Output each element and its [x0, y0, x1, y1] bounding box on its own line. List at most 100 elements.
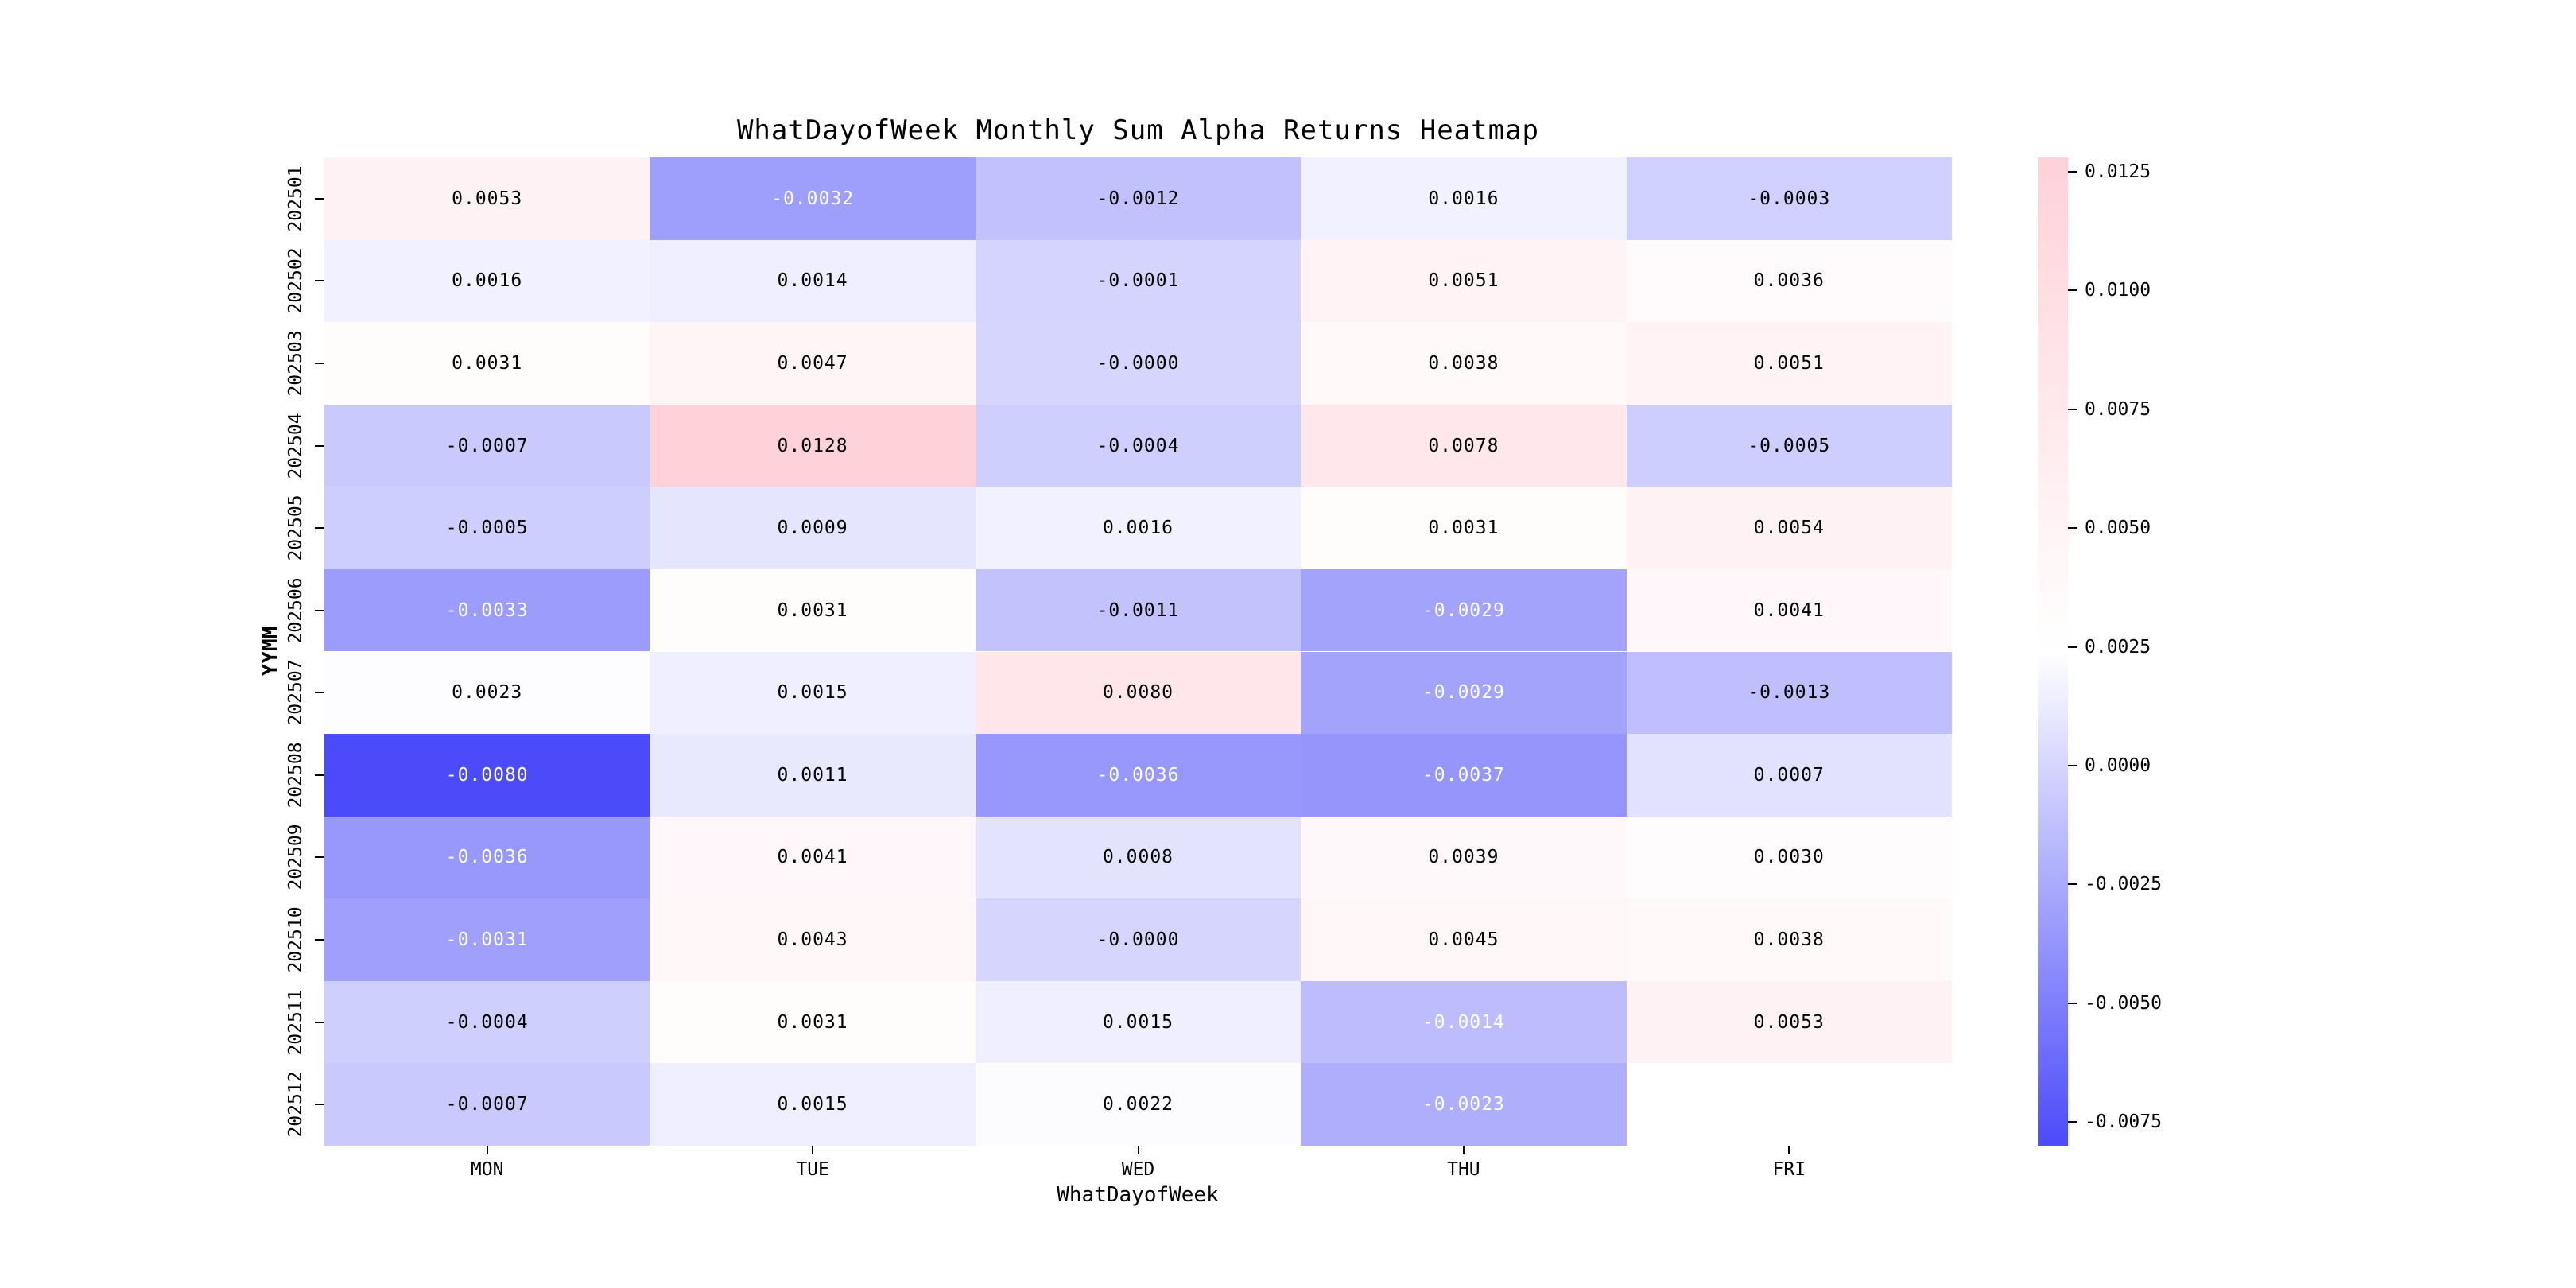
heatmap-cell: -0.0033 — [324, 568, 650, 652]
heatmap-cell: 0.0015 — [975, 980, 1302, 1064]
y-tick-mark — [315, 1104, 324, 1106]
heatmap-cell: -0.0037 — [1301, 734, 1627, 817]
cell-value: 0.0053 — [1753, 1011, 1825, 1033]
cell-value: 0.0080 — [1102, 682, 1174, 704]
heatmap-cell: 0.0038 — [1301, 322, 1627, 405]
colorbar-tick-label: 0.0100 — [2085, 280, 2151, 301]
heatmap-cell: 0.0053 — [324, 157, 650, 240]
y-tick-label: 202509 — [285, 824, 306, 890]
colorbar-tick-mark — [2068, 408, 2077, 410]
heatmap-cell: -0.0005 — [324, 487, 650, 569]
x-tick-label: THU — [1447, 1159, 1480, 1180]
cell-value: 0.0038 — [1428, 352, 1499, 374]
heatmap-cell: 0.0053 — [1626, 980, 1952, 1064]
cell-value: 0.0016 — [1428, 188, 1499, 209]
cell-value: 0.0078 — [1428, 435, 1499, 456]
heatmap-cell: -0.0031 — [324, 898, 650, 981]
heatmap-cell: 0.0047 — [650, 322, 976, 405]
heatmap-cell: 0.0031 — [650, 568, 976, 652]
heatmap-cell — [1626, 1063, 1952, 1146]
cell-value: 0.0030 — [1753, 847, 1825, 868]
heatmap-cell: 0.0023 — [324, 651, 650, 735]
y-tick-label: 202505 — [285, 495, 306, 561]
heatmap-cell: -0.0004 — [324, 980, 650, 1064]
cell-value: 0.0128 — [777, 435, 848, 456]
colorbar-tick-mark — [2068, 883, 2077, 886]
x-tick-mark — [1462, 1146, 1465, 1154]
heatmap-cell: -0.0014 — [1301, 980, 1627, 1064]
cell-value: -0.0000 — [1096, 929, 1180, 951]
heatmap-cell: -0.0011 — [975, 568, 1302, 652]
heatmap-cell: 0.0031 — [1301, 487, 1627, 569]
heatmap-cell: 0.0128 — [650, 404, 976, 487]
colorbar-tick-mark — [2068, 170, 2077, 173]
heatmap-cell: 0.0008 — [975, 816, 1302, 899]
heatmap-cell: 0.0007 — [1626, 734, 1952, 817]
x-tick-mark — [812, 1146, 814, 1154]
y-axis-label: YYMM — [258, 626, 282, 677]
y-tick-label: 202504 — [285, 412, 306, 479]
heatmap-cell: 0.0031 — [650, 980, 976, 1064]
x-tick-mark — [1137, 1146, 1139, 1154]
cell-value: -0.0004 — [445, 1011, 529, 1033]
heatmap-cell: 0.0015 — [650, 651, 976, 735]
cell-value: 0.0031 — [1428, 518, 1499, 539]
cell-value: -0.0029 — [1422, 682, 1505, 704]
y-tick-mark — [315, 280, 324, 282]
x-tick-label: WED — [1121, 1159, 1155, 1180]
colorbar-tick-label: -0.0050 — [2085, 992, 2162, 1014]
cell-value: 0.0015 — [777, 1094, 848, 1115]
cell-value: -0.0037 — [1422, 764, 1505, 786]
cell-value: 0.0031 — [777, 599, 848, 621]
heatmap-cell: -0.0013 — [1626, 651, 1952, 735]
colorbar-tick-label: 0.0050 — [2085, 518, 2151, 539]
heatmap-cell: -0.0001 — [975, 239, 1302, 323]
y-tick-mark — [315, 197, 324, 200]
cell-value: -0.0033 — [445, 599, 529, 621]
y-tick-label: 202508 — [285, 742, 306, 809]
heatmap-cell: 0.0045 — [1301, 898, 1627, 981]
heatmap-cell: 0.0009 — [650, 487, 976, 569]
colorbar-tick-mark — [2068, 289, 2077, 292]
y-tick-mark — [315, 692, 324, 694]
cell-value: -0.0014 — [1422, 1011, 1505, 1033]
cell-value: 0.0031 — [452, 352, 523, 374]
heatmap-cell: 0.0022 — [975, 1063, 1302, 1146]
cell-value: -0.0001 — [1096, 270, 1180, 292]
colorbar-tick-mark — [2068, 1121, 2077, 1123]
heatmap-cell: 0.0036 — [1626, 239, 1952, 323]
cell-value: 0.0036 — [1753, 270, 1825, 292]
heatmap-cell: 0.0051 — [1301, 239, 1627, 323]
heatmap-cell: 0.0041 — [650, 816, 976, 899]
cell-value: 0.0041 — [777, 847, 848, 868]
heatmap-cell: -0.0036 — [975, 734, 1302, 817]
y-tick-mark — [315, 1021, 324, 1023]
y-tick-label: 202503 — [285, 330, 306, 397]
heatmap-cell: -0.0029 — [1301, 568, 1627, 652]
y-tick-label: 202512 — [285, 1071, 306, 1138]
y-tick-mark — [315, 444, 324, 447]
cell-value: -0.0036 — [445, 847, 529, 868]
cell-value: -0.0023 — [1422, 1094, 1505, 1115]
cell-value: -0.0000 — [1096, 352, 1180, 374]
x-tick-label: TUE — [796, 1159, 829, 1180]
colorbar-tick-label: 0.0000 — [2085, 755, 2151, 776]
y-tick-label: 202506 — [285, 577, 306, 644]
heatmap-cell: -0.0023 — [1301, 1063, 1627, 1146]
cell-value: 0.0015 — [777, 682, 848, 704]
cell-value: 0.0038 — [1753, 929, 1825, 951]
y-tick-label: 202502 — [285, 247, 306, 314]
cell-value: -0.0080 — [445, 764, 529, 786]
cell-value: 0.0047 — [777, 352, 848, 374]
cell-value: 0.0031 — [777, 1011, 848, 1033]
colorbar — [2038, 157, 2068, 1146]
cell-value: -0.0007 — [445, 435, 529, 456]
cell-value: -0.0011 — [1096, 599, 1180, 621]
heatmap-plot-area: 0.0053 -0.0032 -0.0012 0.0016 -0.0003 0.0016 0… — [324, 157, 1952, 1146]
heatmap-cell: 0.0054 — [1626, 487, 1952, 569]
colorbar-tick-mark — [2068, 646, 2077, 648]
heatmap-cell: 0.0078 — [1301, 404, 1627, 487]
cell-value: 0.0011 — [777, 764, 848, 786]
heatmap-cell: -0.0000 — [975, 898, 1302, 981]
